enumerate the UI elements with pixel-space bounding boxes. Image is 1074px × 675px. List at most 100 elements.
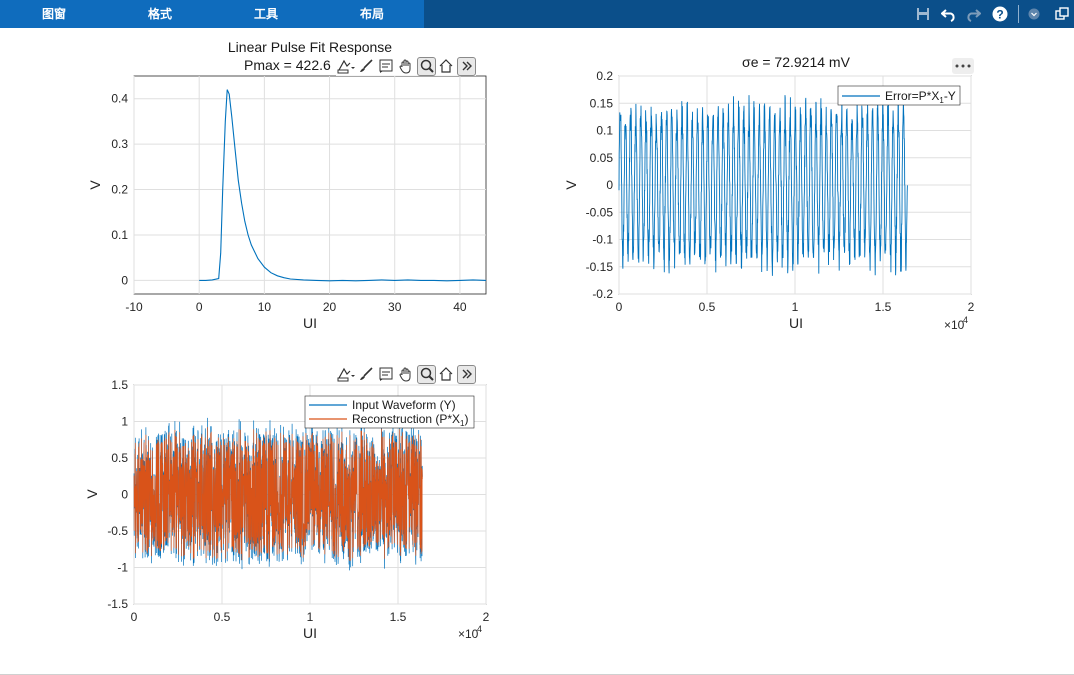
legend-entry: Error=P*X1-Y [885, 89, 956, 105]
more-icon[interactable] [457, 364, 476, 384]
ribbon-collapse-icon[interactable] [1024, 4, 1044, 24]
ribbon-tab-strip: 图窗 格式 工具 布局 [0, 0, 424, 28]
figure-ribbon: 图窗 格式 工具 布局 ? [0, 0, 1074, 28]
undock-icon[interactable] [1052, 4, 1072, 24]
x-tick-label: 0 [616, 300, 623, 314]
x-exponent-base: ×10 [458, 627, 479, 641]
y-axis-label: V [84, 489, 100, 499]
pan-icon[interactable] [396, 56, 416, 76]
x-exponent: ×10 4 [944, 315, 968, 332]
x-tick-label: 20 [323, 300, 337, 314]
x-tick-label: 0.5 [214, 610, 231, 624]
y-tick-label: 0.4 [111, 92, 128, 106]
y-tick-label: 0.5 [111, 451, 128, 465]
x-tick-label: -10 [125, 300, 143, 314]
x-tick-label: 30 [388, 300, 402, 314]
x-exponent-power: 4 [477, 624, 482, 634]
legend[interactable]: Error=P*X1-Y [837, 85, 961, 106]
axes-toolbar-bottom [336, 364, 476, 384]
y-tick-label: 1 [121, 415, 128, 429]
y-tick-label: 0 [121, 488, 128, 502]
chart-title: σe = 72.9214 mV [742, 54, 851, 70]
y-tick-label: -0.5 [107, 524, 128, 538]
tab-figure[interactable]: 图窗 [42, 7, 67, 21]
data-tips-icon[interactable] [336, 56, 356, 76]
x-tick-label: 0 [196, 300, 203, 314]
x-tick-label: 0 [131, 610, 138, 624]
reconstruction-line [133, 427, 423, 561]
x-exponent-power: 4 [963, 315, 968, 325]
legend-entry-reconstruction: Reconstruction (P*X1) [352, 412, 469, 428]
x-tick-label: 1.5 [390, 610, 407, 624]
y-axis-label: V [87, 180, 103, 190]
y-tick-label: 0.3 [111, 137, 128, 151]
home-icon[interactable] [436, 56, 456, 76]
y-tick-label: -0.05 [586, 205, 614, 219]
data-tips-icon[interactable] [336, 364, 356, 384]
x-axis-label: UI [303, 625, 317, 641]
more-icon[interactable] [457, 56, 476, 76]
zoom-icon[interactable] [417, 56, 436, 76]
home-icon[interactable] [436, 364, 456, 384]
save-icon[interactable] [913, 4, 933, 24]
y-tick-label: 0.05 [590, 151, 614, 165]
y-tick-label: -0.2 [592, 287, 613, 301]
axes-pulse-response[interactable]: -10 0 10 20 30 40 0 0.1 0.2 0.3 0.4 Linear Pulse F… [87, 39, 487, 331]
redo-icon[interactable] [963, 4, 983, 24]
x-tick-label: 1 [307, 610, 314, 624]
y-axis-label: V [563, 180, 579, 190]
y-tick-label: -0.1 [592, 233, 613, 247]
axes-more-options-icon[interactable] [952, 58, 974, 74]
help-icon[interactable]: ? [990, 4, 1010, 24]
y-tick-label: -1.5 [107, 597, 128, 611]
legend-entry-input: Input Waveform (Y) [352, 398, 456, 412]
axis-ticks: 0 0.5 1 1.5 2 0.2 0.15 0.1 0.05 0 -0.05 -0.1 -0.15 -0… [586, 69, 975, 314]
y-tick-label: 0 [121, 273, 128, 287]
pan-icon[interactable] [396, 364, 416, 384]
x-axis-label: UI [789, 315, 803, 331]
svg-text:?: ? [996, 8, 1003, 22]
y-tick-label: 0.15 [590, 96, 614, 110]
chart-title: Linear Pulse Fit Response [228, 39, 392, 55]
x-tick-label: 1.5 [875, 300, 892, 314]
y-tick-label: 0.1 [596, 124, 613, 138]
tab-tools[interactable]: 工具 [254, 7, 279, 21]
x-tick-label: 2 [483, 610, 490, 624]
grid-lines [618, 75, 972, 295]
grid-lines [133, 384, 487, 605]
x-tick-label: 10 [258, 300, 272, 314]
legend-icon[interactable] [376, 364, 396, 384]
x-tick-label: 40 [453, 300, 467, 314]
pulse-response-line [199, 89, 487, 282]
legend[interactable]: Input Waveform (Y) Reconstruction (P*X1) [304, 395, 475, 429]
ribbon-divider [1018, 5, 1019, 23]
y-tick-label: 0 [606, 178, 613, 192]
error-series-line [618, 95, 908, 276]
undo-icon[interactable] [939, 4, 959, 24]
legend-icon[interactable] [376, 56, 396, 76]
y-tick-label: 0.1 [111, 228, 128, 242]
x-tick-label: 2 [968, 300, 975, 314]
tab-format[interactable]: 格式 [148, 7, 173, 21]
tab-layout[interactable]: 布局 [360, 7, 385, 21]
axes-toolbar-top [336, 56, 476, 76]
x-exponent: ×10 4 [458, 624, 482, 641]
y-tick-label: -0.15 [586, 260, 614, 274]
brush-icon[interactable] [356, 364, 376, 384]
grid-lines [133, 76, 486, 294]
brush-icon[interactable] [356, 56, 376, 76]
x-exponent-base: ×10 [944, 318, 965, 332]
y-tick-label: 0.2 [111, 183, 128, 197]
y-tick-label: -1 [117, 561, 128, 575]
y-tick-label: 0.2 [596, 69, 613, 83]
chart-subtitle: Pmax = 422.6 [244, 57, 331, 73]
zoom-icon[interactable] [417, 364, 436, 384]
y-tick-label: 1.5 [111, 378, 128, 392]
axes-waveform[interactable]: 0 0.5 1 1.5 2 1.5 1 0.5 0 -0.5 -1 -1.5 UI V ×10 4 I… [84, 378, 490, 641]
axes-error[interactable]: 0 0.5 1 1.5 2 0.2 0.15 0.1 0.05 0 -0.05 -0.1 -0.15 -0… [563, 54, 975, 332]
axis-ticks: -10 0 10 20 30 40 0 0.1 0.2 0.3 0.4 [111, 92, 467, 314]
x-tick-label: 1 [792, 300, 799, 314]
x-axis-label: UI [303, 315, 317, 331]
x-tick-label: 0.5 [699, 300, 716, 314]
